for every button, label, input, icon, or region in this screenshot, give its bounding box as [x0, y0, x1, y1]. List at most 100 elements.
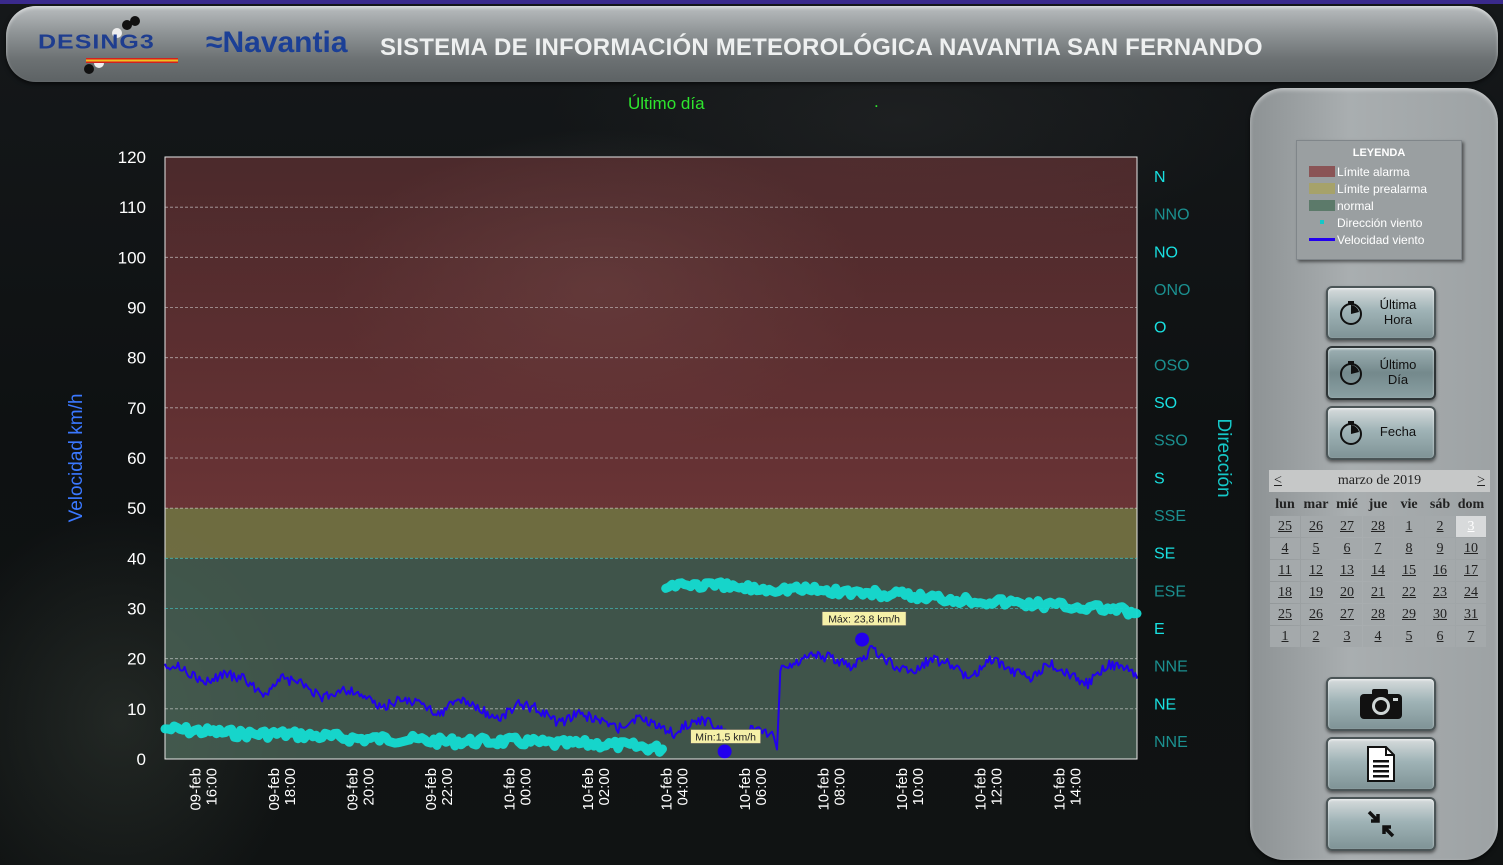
calendar-day[interactable]: 4 — [1270, 538, 1300, 559]
x-tick-date: 10-feb — [816, 768, 833, 811]
direction-tick-label: SO — [1154, 395, 1177, 412]
x-tick-date: 10-feb — [501, 768, 518, 811]
calendar-day[interactable]: 6 — [1332, 538, 1362, 559]
calendar-day[interactable]: 11 — [1270, 560, 1300, 581]
calendar-day[interactable]: 16 — [1425, 560, 1455, 581]
direction-tick-label: N — [1154, 169, 1166, 186]
x-tick-date: 10-feb — [1051, 768, 1068, 811]
calendar-day[interactable]: 6 — [1425, 626, 1455, 647]
y-tick-label: 40 — [127, 549, 146, 568]
calendar-day[interactable]: 27 — [1332, 604, 1362, 625]
weekday-header: vie — [1400, 497, 1418, 512]
calendar-day[interactable]: 17 — [1456, 560, 1486, 581]
series-direccion-viento — [160, 721, 667, 757]
annotation-marker — [855, 632, 870, 647]
calendar-day[interactable]: 3 — [1332, 626, 1362, 647]
x-tick-date: 09-feb — [266, 768, 283, 811]
y-tick-label: 70 — [127, 399, 146, 418]
calendar-day[interactable]: 2 — [1301, 626, 1331, 647]
calendar-day[interactable]: 25 — [1270, 516, 1300, 537]
calendar-day[interactable]: 9 — [1425, 538, 1455, 559]
annotation-label: Mín:1,5 km/h — [695, 731, 756, 743]
x-tick-date: 09-feb — [423, 768, 440, 811]
calendar-day[interactable]: 1 — [1394, 516, 1424, 537]
calendar-day[interactable]: 5 — [1301, 538, 1331, 559]
legend-swatch — [1309, 166, 1335, 177]
x-tick-time: 16:00 — [203, 768, 220, 806]
calendar-day[interactable]: 26 — [1301, 604, 1331, 625]
legend-swatch — [1309, 183, 1335, 194]
calendar-day[interactable]: 8 — [1394, 538, 1424, 559]
calendar-day[interactable]: 31 — [1456, 604, 1486, 625]
x-tick-date: 10-feb — [894, 768, 911, 811]
ultima-hora-button[interactable]: Última Hora — [1326, 286, 1436, 340]
calendar-day[interactable]: 23 — [1425, 582, 1455, 603]
camera-icon — [1360, 689, 1402, 719]
x-tick-date: 10-feb — [737, 768, 754, 811]
calendar-day[interactable]: 2 — [1425, 516, 1455, 537]
direction-tick-label: SSO — [1154, 433, 1188, 450]
calendar-day[interactable]: 7 — [1363, 538, 1393, 559]
calendar-day[interactable]: 10 — [1456, 538, 1486, 559]
calendar-day[interactable]: 30 — [1425, 604, 1455, 625]
legend-swatch — [1309, 217, 1335, 228]
x-tick-date: 10-feb — [580, 768, 597, 811]
report-button[interactable] — [1326, 737, 1436, 791]
logo-dot — [130, 16, 140, 26]
weekday-header: sáb — [1429, 497, 1451, 512]
calendar-day[interactable]: 28 — [1363, 516, 1393, 537]
calendar-header: < marzo de 2019 > — [1269, 470, 1490, 492]
direction-tick-label: NE — [1154, 696, 1176, 713]
x-tick-date: 10-feb — [659, 768, 676, 811]
desing-logo: DESING3 — [38, 30, 155, 54]
calendar-day[interactable]: 25 — [1270, 604, 1300, 625]
calendar-day[interactable]: 13 — [1332, 560, 1362, 581]
calendar-day[interactable]: 14 — [1363, 560, 1393, 581]
x-tick-time: 20:00 — [360, 768, 377, 806]
y-tick-label: 30 — [127, 600, 146, 619]
calendar-next-month[interactable]: > — [1477, 473, 1485, 488]
calendar-day[interactable]: 27 — [1332, 516, 1362, 537]
y-tick-label: 50 — [127, 499, 146, 518]
calendar-day[interactable]: 18 — [1270, 582, 1300, 603]
x-tick-time: 00:00 — [517, 768, 534, 806]
direction-tick-label: NO — [1154, 244, 1178, 261]
calendar-day[interactable]: 5 — [1394, 626, 1424, 647]
calendar-day[interactable]: 1 — [1270, 626, 1300, 647]
weekday-header: jue — [1368, 497, 1388, 512]
calendar-day[interactable]: 12 — [1301, 560, 1331, 581]
calendar-day[interactable]: 24 — [1456, 582, 1486, 603]
direction-tick-label: S — [1154, 470, 1165, 487]
calendar-day[interactable]: 28 — [1363, 604, 1393, 625]
y-tick-label: 120 — [118, 148, 146, 167]
x-tick-time: 08:00 — [832, 768, 849, 806]
calendar-day[interactable]: 4 — [1363, 626, 1393, 647]
stopwatch-icon — [1340, 301, 1362, 325]
calendar-day[interactable]: 29 — [1394, 604, 1424, 625]
calendar-day[interactable]: 21 — [1363, 582, 1393, 603]
x-tick-time: 22:00 — [439, 768, 456, 806]
calendar-day[interactable]: 7 — [1456, 626, 1486, 647]
direction-tick-label: NNO — [1154, 207, 1190, 224]
y-tick-label: 0 — [137, 750, 146, 769]
calendar-day[interactable]: 15 — [1394, 560, 1424, 581]
y-tick-label: 100 — [118, 248, 146, 267]
calendar-day[interactable]: 26 — [1301, 516, 1331, 537]
ultimo-dia-button[interactable]: Último Día — [1326, 346, 1436, 400]
ultimo-dia-label: Último Día — [1379, 357, 1417, 387]
calendar-day[interactable]: 22 — [1394, 582, 1424, 603]
calendar-day-today[interactable]: 3 — [1456, 516, 1486, 537]
calendar-prev-month[interactable]: < — [1274, 473, 1282, 488]
direction-tick-label: OSO — [1154, 357, 1190, 374]
legend-label: Velocidad viento — [1337, 233, 1425, 247]
y-tick-label: 110 — [119, 198, 146, 217]
camera-button[interactable] — [1326, 677, 1436, 731]
calendar-day[interactable]: 19 — [1301, 582, 1331, 603]
x-tick-time: 04:00 — [675, 768, 692, 806]
fecha-button[interactable]: Fecha — [1326, 406, 1436, 460]
minimize-button[interactable] — [1326, 797, 1436, 851]
calendar-day[interactable]: 20 — [1332, 582, 1362, 603]
header-bar — [6, 6, 1498, 82]
y-axis-label: Velocidad km/h — [66, 394, 87, 523]
weekday-header: mié — [1336, 497, 1358, 512]
